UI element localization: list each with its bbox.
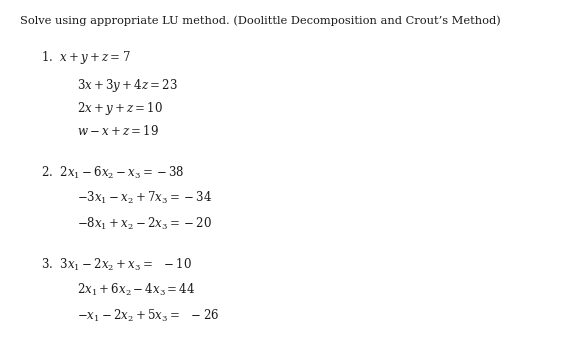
Text: $-x_1 - 2x_2 + 5x_3 =\ \ -26$: $-x_1 - 2x_2 + 5x_3 =\ \ -26$: [77, 308, 219, 324]
Text: $2x_1 + 6x_2 - 4x_3 = 44$: $2x_1 + 6x_2 - 4x_3 = 44$: [77, 282, 195, 298]
Text: $3x + 3y + 4z = 23$: $3x + 3y + 4z = 23$: [77, 76, 178, 94]
Text: $2x + y + z = 10$: $2x + y + z = 10$: [77, 100, 163, 117]
Text: $-8x_1 + x_2 - 2x_3 = -20$: $-8x_1 + x_2 - 2x_3 = -20$: [77, 216, 212, 232]
Text: $-3x_1 - x_2 + 7x_3 = -34$: $-3x_1 - x_2 + 7x_3 = -34$: [77, 190, 212, 206]
Text: 3.  $3x_1 - 2x_2 + x_3 =\ \ -10$: 3. $3x_1 - 2x_2 + x_3 =\ \ -10$: [41, 257, 192, 273]
Text: 1.  $x + y + z = 7$: 1. $x + y + z = 7$: [41, 49, 131, 66]
Text: Solve using appropriate LU method. (Doolittle Decomposition and Crout’s Method): Solve using appropriate LU method. (Dool…: [20, 15, 501, 26]
Text: $w - x + z = 19$: $w - x + z = 19$: [77, 124, 159, 138]
Text: 2.  $2x_1 - 6x_2 - x_3 = -38$: 2. $2x_1 - 6x_2 - x_3 = -38$: [41, 165, 184, 181]
